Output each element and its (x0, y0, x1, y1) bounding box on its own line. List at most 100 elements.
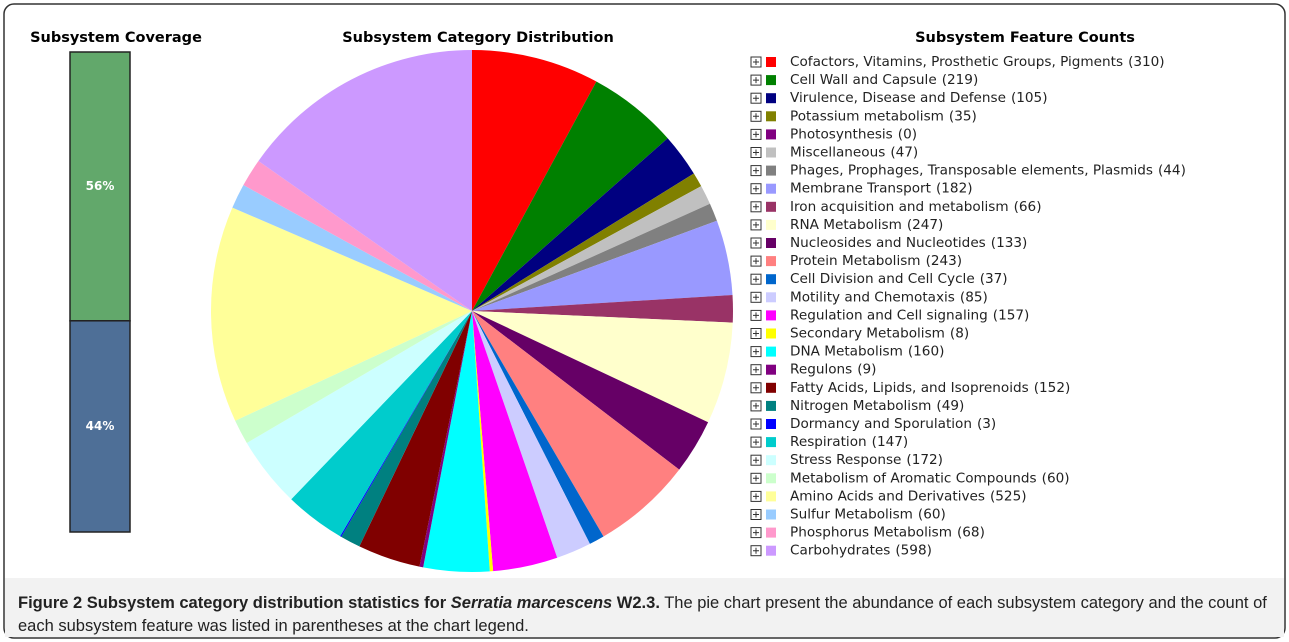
legend-count: (525) (990, 488, 1027, 504)
legend-swatch (766, 75, 776, 86)
expand-plus[interactable] (753, 330, 759, 337)
legend-count: (247) (907, 217, 944, 233)
pie-slice (419, 311, 472, 568)
legend-swatch (766, 219, 776, 230)
expand-plus[interactable] (753, 185, 759, 192)
expand-plus[interactable] (753, 203, 759, 210)
legend-swatch (766, 147, 776, 158)
legend-name: Nitrogen Metabolism (790, 398, 931, 414)
pie-slice (472, 81, 668, 311)
legend-label: Dormancy and Sporulation (3) (790, 416, 996, 432)
legend-name: Metabolism of Aromatic Compounds (790, 470, 1037, 486)
expand-plus[interactable] (753, 240, 759, 246)
caption-strain: W2.3. (612, 594, 660, 612)
expand-plus[interactable] (753, 493, 759, 500)
expand-plus[interactable] (753, 457, 759, 464)
pie-slice (472, 311, 590, 558)
caption-text: The pie chart present the abundance of e… (18, 594, 1267, 635)
legend-name: Amino Acids and Derivatives (790, 488, 985, 504)
legend-label: Cell Division and Cell Cycle (37) (790, 271, 1008, 287)
pie-slice (258, 50, 472, 311)
legend-swatch (766, 545, 776, 556)
legend-count: (44) (1158, 163, 1186, 179)
pie-slice (243, 160, 472, 311)
legend-label: Stress Response (172) (790, 452, 943, 468)
pie-slice (472, 173, 702, 311)
expand-plus[interactable] (753, 366, 759, 373)
legend-name: Fatty Acids, Lipids, and Isoprenoids (790, 380, 1029, 396)
expand-plus[interactable] (753, 348, 759, 355)
legend-swatch (766, 57, 776, 67)
legend-count: (3) (977, 416, 996, 432)
legend-label: DNA Metabolism (160) (790, 344, 944, 360)
pie-slice (472, 186, 710, 311)
legend-label: Photosynthesis (0) (790, 126, 917, 142)
pie-slice (232, 185, 472, 311)
caption: Figure 2 Subsystem category distribution… (18, 592, 1273, 638)
legend-name: Membrane Transport (790, 181, 931, 197)
legend-name: Iron acquisition and metabolism (790, 199, 1009, 215)
legend-name: Phages, Prophages, Transposable elements… (790, 163, 1153, 179)
legend-label: Respiration (147) (790, 434, 908, 450)
legend-label: Amino Acids and Derivatives (525) (790, 488, 1027, 504)
legend-count: (9) (857, 362, 876, 378)
legend-swatch (766, 93, 776, 104)
coverage-label: 44% (86, 419, 115, 433)
pie-slice (472, 311, 680, 537)
legend-swatch (766, 473, 776, 484)
legend-label: Carbohydrates (598) (790, 543, 932, 559)
legend-name: Stress Response (790, 452, 901, 468)
legend-count: (35) (949, 108, 977, 124)
expand-plus[interactable] (753, 402, 759, 409)
expand-plus[interactable] (753, 59, 759, 65)
expand-plus[interactable] (753, 276, 759, 283)
pie-slice (210, 207, 472, 421)
expand-plus[interactable] (753, 131, 759, 138)
expand-plus[interactable] (753, 529, 759, 536)
expand-plus[interactable] (753, 167, 759, 174)
legend-title: Subsystem Feature Counts (915, 30, 1135, 46)
coverage-segment (69, 320, 131, 533)
legend-swatch (766, 419, 776, 429)
legend-name: Motility and Chemotaxis (790, 289, 955, 305)
coverage-segment (69, 51, 131, 322)
legend-count: (310) (1128, 54, 1165, 70)
expand-plus[interactable] (753, 149, 759, 156)
pie-slice (291, 311, 472, 537)
legend-count: (66) (1014, 199, 1042, 215)
expand-plus[interactable] (753, 95, 759, 102)
legend-swatch (766, 328, 776, 339)
legend-swatch (766, 201, 776, 212)
caption-band (5, 578, 1284, 637)
expand-plus[interactable] (753, 77, 759, 84)
expand-plus[interactable] (753, 221, 759, 228)
legend-name: RNA Metabolism (790, 217, 902, 233)
expand-plus[interactable] (753, 547, 759, 554)
expand-plus[interactable] (753, 312, 759, 319)
legend-label: Secondary Metabolism (8) (790, 326, 969, 342)
legend-swatch (766, 382, 776, 393)
expand-plus[interactable] (753, 439, 759, 446)
expand-plus[interactable] (753, 258, 759, 265)
legend-label: Miscellaneous (47) (790, 145, 918, 161)
legend-label: Potassium metabolism (35) (790, 108, 977, 124)
legend-label: Regulons (9) (790, 362, 877, 378)
legend-count: (37) (980, 271, 1008, 287)
legend-name: Dormancy and Sporulation (790, 416, 972, 432)
caption-species: Serratia marcescens (450, 594, 613, 612)
expand-plus[interactable] (753, 384, 759, 391)
legend-count: (68) (957, 525, 985, 541)
pie-slice (472, 220, 733, 311)
expand-plus[interactable] (753, 511, 759, 518)
legend-name: Respiration (790, 434, 867, 450)
expand-plus[interactable] (753, 475, 759, 482)
legend-count: (133) (991, 235, 1028, 251)
expand-plus[interactable] (753, 113, 759, 120)
legend-count: (105) (1011, 90, 1048, 106)
legend-swatch (766, 437, 776, 448)
legend-count: (147) (872, 434, 909, 450)
legend-count: (0) (898, 126, 917, 142)
expand-plus[interactable] (753, 294, 759, 301)
expand-plus[interactable] (753, 421, 759, 427)
legend-name: DNA Metabolism (790, 344, 903, 360)
